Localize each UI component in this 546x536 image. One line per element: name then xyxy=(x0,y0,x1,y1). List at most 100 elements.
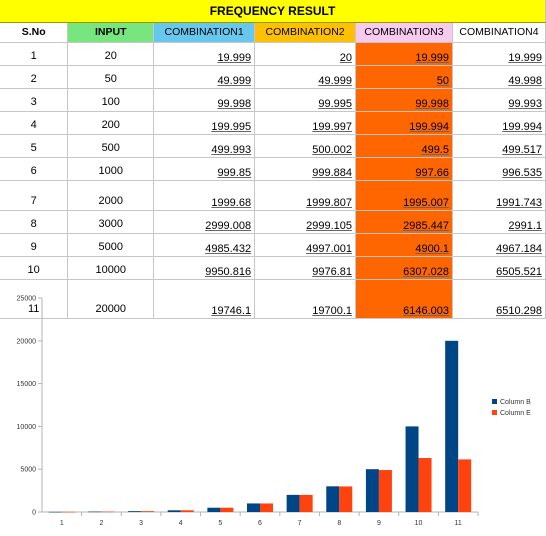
header-combination1[interactable]: COMBINATION1 xyxy=(153,22,256,43)
cell-input[interactable]: 10000 xyxy=(67,256,155,280)
cell-combination4[interactable]: 996.535 xyxy=(452,157,546,181)
cell-combination4[interactable]: 199.994 xyxy=(452,111,546,135)
bar-column-e xyxy=(418,458,432,512)
cell-combination1[interactable]: 2999.008 xyxy=(153,210,256,234)
cell-combination1[interactable]: 19.999 xyxy=(153,42,256,66)
y-tick-label: 5000 xyxy=(20,467,36,474)
y-tick-label: 15000 xyxy=(17,381,37,388)
cell-combination2[interactable]: 500.002 xyxy=(254,134,357,158)
bar-column-b xyxy=(286,494,300,512)
cell-input[interactable]: 100 xyxy=(67,88,155,112)
header-sno[interactable]: S.No xyxy=(0,22,69,43)
cell-input[interactable]: 20000 xyxy=(67,279,155,319)
cell-combination2[interactable]: 1999.807 xyxy=(254,180,357,211)
header-combination2[interactable]: COMBINATION2 xyxy=(254,22,357,43)
spreadsheet-area: FREQUENCY RESULT S.No INPUT COMBINATION1… xyxy=(0,0,546,319)
cell-input[interactable]: 200 xyxy=(67,111,155,135)
cell-combination4[interactable]: 6510.298 xyxy=(452,279,546,319)
cell-combination1[interactable]: 199.995 xyxy=(153,111,256,135)
bar-column-b xyxy=(207,507,221,512)
cell-sno[interactable]: 3 xyxy=(0,88,69,112)
chart-area[interactable]: 0 5000 10000 15000 20000 25000 1 2 3 4 5 6 7 8 9 10 11 Co… xyxy=(0,290,546,536)
cell-combination2[interactable]: 9976.81 xyxy=(254,256,357,280)
table-row: 1 20 19.999 20 19.999 19.999 xyxy=(0,42,546,66)
header-input[interactable]: INPUT xyxy=(67,22,155,43)
x-tick-label: 5 xyxy=(218,520,222,527)
bar-column-e xyxy=(61,511,75,513)
cell-sno[interactable]: 9 xyxy=(0,233,69,257)
cell-sno[interactable]: 11 xyxy=(0,279,69,319)
cell-combination1[interactable]: 99.998 xyxy=(153,88,256,112)
cell-combination3[interactable]: 19.999 xyxy=(355,42,453,66)
table-row: 4 200 199.995 199.997 199.994 199.994 xyxy=(0,111,546,135)
cell-sno[interactable]: 5 xyxy=(0,134,69,158)
cell-input[interactable]: 1000 xyxy=(67,157,155,181)
bar-column-b xyxy=(48,511,62,513)
cell-combination3[interactable]: 199.994 xyxy=(355,111,453,135)
x-tick-label: 9 xyxy=(377,520,381,527)
x-tick-label: 10 xyxy=(415,520,423,527)
cell-input[interactable]: 3000 xyxy=(67,210,155,234)
cell-combination4[interactable]: 4967.184 xyxy=(452,233,546,257)
cell-combination4[interactable]: 2991.1 xyxy=(452,210,546,234)
cell-combination2[interactable]: 20 xyxy=(254,42,357,66)
cell-sno[interactable]: 8 xyxy=(0,210,69,234)
cell-sno[interactable]: 2 xyxy=(0,65,69,89)
cell-combination3[interactable]: 50 xyxy=(355,65,453,89)
cell-combination3[interactable]: 99.998 xyxy=(355,88,453,112)
cell-combination1[interactable]: 1999.68 xyxy=(153,180,256,211)
table-row: 11 20000 19746.1 19700.1 6146.003 6510.298 xyxy=(0,279,546,319)
cell-combination3[interactable]: 4900.1 xyxy=(355,233,453,257)
cell-sno[interactable]: 10 xyxy=(0,256,69,280)
cell-combination1[interactable]: 499.993 xyxy=(153,134,256,158)
cell-combination3[interactable]: 6307.028 xyxy=(355,256,453,280)
cell-combination1[interactable]: 4985.432 xyxy=(153,233,256,257)
cell-combination3[interactable]: 6146.003 xyxy=(355,279,453,319)
cell-sno[interactable]: 4 xyxy=(0,111,69,135)
cell-sno[interactable]: 7 xyxy=(0,180,69,211)
bar-chart[interactable]: 0 5000 10000 15000 20000 25000 1 2 3 4 5 6 7 8 9 10 11 Co… xyxy=(0,290,546,536)
cell-combination4[interactable]: 1991.743 xyxy=(452,180,546,211)
table-row: 5 500 499.993 500.002 499.5 499.517 xyxy=(0,134,546,158)
cell-combination2[interactable]: 49.999 xyxy=(254,65,357,89)
cell-combination4[interactable]: 19.999 xyxy=(452,42,546,66)
cell-combination3[interactable]: 499.5 xyxy=(355,134,453,158)
bar-column-e xyxy=(260,503,273,512)
cell-combination3[interactable]: 1995.007 xyxy=(355,180,453,211)
cell-sno[interactable]: 1 xyxy=(0,42,69,66)
cell-input[interactable]: 2000 xyxy=(67,180,155,211)
cell-combination2[interactable]: 2999.105 xyxy=(254,210,357,234)
sheet-title[interactable]: FREQUENCY RESULT xyxy=(0,0,546,23)
cell-input[interactable]: 5000 xyxy=(67,233,155,257)
bar-column-b xyxy=(326,486,340,512)
cell-combination4[interactable]: 99.993 xyxy=(452,88,546,112)
bar-column-b xyxy=(88,511,102,513)
bar-column-b xyxy=(365,469,379,512)
cell-sno[interactable]: 6 xyxy=(0,157,69,181)
cell-combination2[interactable]: 99.995 xyxy=(254,88,357,112)
cell-combination2[interactable]: 4997.001 xyxy=(254,233,357,257)
cell-combination2[interactable]: 19700.1 xyxy=(254,279,357,319)
cell-combination2[interactable]: 999.884 xyxy=(254,157,357,181)
cell-combination3[interactable]: 997.66 xyxy=(355,157,453,181)
cell-combination1[interactable]: 19746.1 xyxy=(153,279,256,319)
bar-column-b xyxy=(128,511,142,512)
cell-combination4[interactable]: 49.998 xyxy=(452,65,546,89)
cell-input[interactable]: 500 xyxy=(67,134,155,158)
legend-swatch xyxy=(492,399,497,404)
header-combination3[interactable]: COMBINATION3 xyxy=(355,22,453,43)
cell-input[interactable]: 20 xyxy=(67,42,155,66)
cell-combination1[interactable]: 999.85 xyxy=(153,157,256,181)
header-combination4[interactable]: COMBINATION4 xyxy=(452,22,546,43)
cell-combination4[interactable]: 6505.521 xyxy=(452,256,546,280)
y-tick-label: 20000 xyxy=(17,338,37,345)
bar-column-e xyxy=(180,510,194,512)
bar-column-e xyxy=(141,511,155,512)
cell-combination4[interactable]: 499.517 xyxy=(452,134,546,158)
legend-label: Column E xyxy=(500,410,531,417)
cell-combination3[interactable]: 2985.447 xyxy=(355,210,453,234)
cell-combination1[interactable]: 9950.816 xyxy=(153,256,256,280)
cell-combination1[interactable]: 49.999 xyxy=(153,65,256,89)
cell-combination2[interactable]: 199.997 xyxy=(254,111,357,135)
cell-input[interactable]: 50 xyxy=(67,65,155,89)
